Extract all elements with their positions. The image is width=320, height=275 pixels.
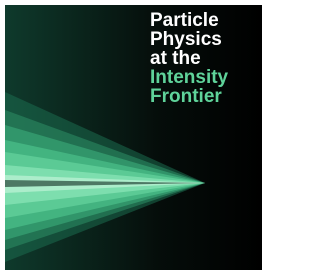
title-line: Intensity [150, 67, 229, 88]
title-line: Frontier [150, 86, 222, 107]
page: {"cover": {"title_lines": ["Particle", "… [0, 0, 267, 275]
title-line: Physics [150, 29, 222, 50]
title-line: at the [150, 48, 201, 69]
title-line: Particle [150, 10, 219, 31]
book-cover: Particle Physics at the Intensity Fronti… [0, 0, 267, 275]
